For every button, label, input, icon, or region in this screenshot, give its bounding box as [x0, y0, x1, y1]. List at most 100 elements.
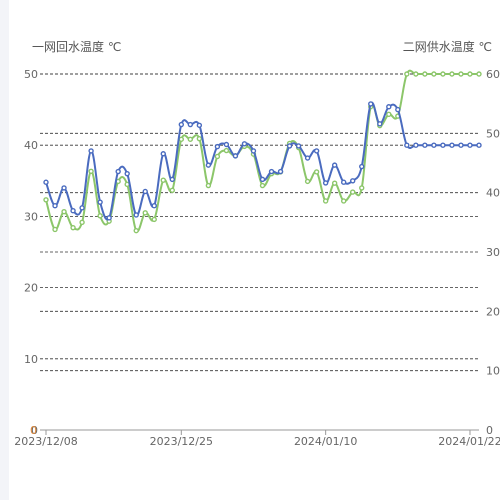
point-supply-temp[interactable]	[458, 71, 464, 77]
point-supply-temp[interactable]	[467, 71, 473, 77]
point-return-temp[interactable]	[79, 205, 85, 211]
point-return-temp[interactable]	[223, 141, 230, 148]
x-tick-label: 2024/01/22	[438, 435, 500, 448]
point-supply-temp[interactable]	[214, 153, 221, 160]
point-return-temp[interactable]	[476, 142, 482, 148]
x-tick-label: 2024/01/10	[294, 435, 357, 448]
point-supply-temp[interactable]	[386, 111, 392, 118]
point-return-temp[interactable]	[286, 143, 293, 149]
point-supply-temp[interactable]	[331, 180, 338, 186]
point-return-temp[interactable]	[160, 151, 166, 157]
point-return-temp[interactable]	[133, 212, 139, 218]
left-axis-title: 一网回水温度 ℃	[32, 39, 121, 54]
point-return-temp[interactable]	[142, 188, 148, 195]
point-return-temp[interactable]	[169, 176, 175, 183]
point-supply-temp[interactable]	[350, 189, 356, 195]
point-supply-temp[interactable]	[43, 197, 49, 203]
right-tick-label: 0	[486, 424, 493, 437]
point-return-temp[interactable]	[322, 180, 329, 186]
point-return-temp[interactable]	[395, 106, 401, 113]
point-return-temp[interactable]	[431, 142, 437, 148]
point-return-temp[interactable]	[196, 122, 203, 128]
point-return-temp[interactable]	[458, 142, 464, 148]
point-supply-temp[interactable]	[61, 208, 67, 215]
point-return-temp[interactable]	[43, 179, 49, 185]
point-supply-temp[interactable]	[160, 177, 166, 183]
point-return-temp[interactable]	[151, 203, 157, 209]
point-supply-temp[interactable]	[449, 71, 455, 77]
point-return-temp[interactable]	[61, 185, 67, 191]
point-return-temp[interactable]	[241, 141, 248, 147]
point-supply-temp[interactable]	[322, 198, 329, 204]
point-return-temp[interactable]	[70, 208, 76, 214]
point-return-temp[interactable]	[413, 142, 419, 148]
point-return-temp[interactable]	[449, 142, 455, 148]
point-return-temp[interactable]	[115, 168, 121, 175]
point-return-temp[interactable]	[178, 121, 185, 128]
point-return-temp[interactable]	[97, 199, 103, 205]
right-tick-label: 10	[486, 365, 500, 378]
point-supply-temp[interactable]	[476, 71, 482, 77]
point-supply-temp[interactable]	[169, 187, 175, 193]
point-return-temp[interactable]	[386, 104, 392, 110]
point-supply-temp[interactable]	[404, 71, 410, 77]
point-supply-temp[interactable]	[413, 71, 419, 77]
point-return-temp[interactable]	[377, 121, 383, 127]
grid-lines	[40, 73, 479, 372]
point-return-temp[interactable]	[277, 168, 284, 175]
right-tick-label: 20	[486, 305, 500, 318]
point-return-temp[interactable]	[304, 155, 311, 161]
point-supply-temp[interactable]	[133, 227, 139, 234]
point-supply-temp[interactable]	[223, 147, 230, 154]
point-supply-temp[interactable]	[187, 136, 194, 142]
point-supply-temp[interactable]	[52, 226, 58, 233]
point-supply-temp[interactable]	[422, 71, 428, 77]
point-supply-temp[interactable]	[431, 71, 437, 77]
x-axis-ticks: 2023/12/08 2023/12/25 2024/01/10 2024/01/22…	[14, 430, 500, 448]
point-supply-temp[interactable]	[151, 216, 157, 223]
point-supply-temp[interactable]	[440, 71, 446, 77]
right-tick-label: 60	[486, 68, 500, 81]
point-supply-temp[interactable]	[178, 136, 185, 142]
right-tick-label: 50	[486, 127, 500, 140]
point-supply-temp[interactable]	[97, 213, 103, 219]
left-tick-label: 30	[24, 210, 38, 223]
point-supply-temp[interactable]	[259, 182, 266, 189]
point-return-temp[interactable]	[52, 203, 58, 209]
point-supply-temp[interactable]	[359, 185, 365, 191]
point-return-temp[interactable]	[106, 215, 112, 221]
point-return-temp[interactable]	[350, 178, 356, 184]
point-supply-temp[interactable]	[79, 219, 85, 226]
point-supply-temp[interactable]	[340, 198, 347, 204]
point-supply-temp[interactable]	[142, 210, 148, 216]
point-return-temp[interactable]	[422, 142, 428, 148]
point-return-temp[interactable]	[359, 163, 365, 170]
point-return-temp[interactable]	[295, 143, 302, 149]
left-tick-label: 10	[24, 353, 38, 366]
point-return-temp[interactable]	[250, 148, 257, 154]
point-return-temp[interactable]	[340, 179, 347, 185]
left-tick-label: 20	[24, 282, 38, 295]
point-return-temp[interactable]	[440, 142, 446, 148]
point-return-temp[interactable]	[404, 142, 410, 148]
point-supply-temp[interactable]	[70, 224, 76, 231]
point-return-temp[interactable]	[467, 142, 473, 148]
point-return-temp[interactable]	[214, 143, 221, 150]
point-supply-temp[interactable]	[88, 168, 94, 175]
point-return-temp[interactable]	[232, 153, 239, 159]
point-return-temp[interactable]	[331, 162, 338, 168]
point-supply-temp[interactable]	[304, 178, 311, 185]
point-supply-temp[interactable]	[205, 182, 212, 189]
point-return-temp[interactable]	[124, 170, 130, 177]
point-return-temp[interactable]	[313, 148, 320, 154]
point-supply-temp[interactable]	[196, 135, 203, 142]
point-supply-temp[interactable]	[313, 169, 320, 175]
point-return-temp[interactable]	[268, 168, 275, 175]
point-return-temp[interactable]	[368, 101, 374, 107]
point-return-temp[interactable]	[205, 162, 212, 168]
point-return-temp[interactable]	[88, 148, 94, 154]
point-return-temp[interactable]	[259, 176, 266, 183]
point-return-temp[interactable]	[187, 121, 194, 128]
